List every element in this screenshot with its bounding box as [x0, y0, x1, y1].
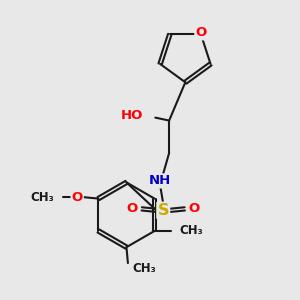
Text: O: O	[72, 190, 83, 204]
Text: CH₃: CH₃	[132, 262, 156, 275]
Text: O: O	[188, 202, 200, 215]
Text: CH₃: CH₃	[179, 224, 203, 238]
Text: S: S	[158, 203, 169, 218]
Text: O: O	[195, 26, 206, 39]
Text: NH: NH	[149, 174, 171, 188]
Text: O: O	[127, 202, 138, 215]
Text: CH₃: CH₃	[31, 190, 54, 204]
Text: HO: HO	[120, 109, 142, 122]
